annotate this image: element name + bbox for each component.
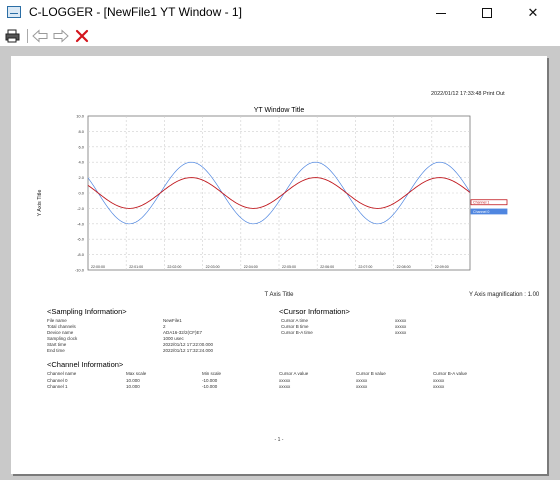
sampling-label-0: File name	[47, 318, 67, 323]
x-tick-label: 22:01:00	[129, 265, 143, 269]
y-tick-label: -6.0	[77, 237, 85, 242]
channel-header-max: Max scale	[126, 371, 147, 376]
sampling-label-5: End time	[47, 348, 65, 353]
cursor-value-1: xxxxx	[395, 324, 407, 329]
series-line-1	[87, 177, 471, 209]
y-tick-label: -8.0	[77, 252, 85, 257]
arrow-left-icon	[32, 29, 48, 43]
channel-row-1-cursor-a: xxxxx	[279, 384, 291, 389]
channel-row-0-min: -10.000	[202, 378, 218, 383]
channel-row-1-name: Channel 1	[47, 384, 68, 389]
channel-header-cursor-ba: Cursor B-A value	[433, 371, 468, 376]
x-tick-label: 22:06:00	[320, 265, 334, 269]
channel-row-1-min: -10.000	[202, 384, 218, 389]
cursor-info-title: <Cursor Information>	[279, 307, 350, 316]
x-tick-label: 22:02:00	[167, 265, 181, 269]
channel-row-0-cursor-ba: xxxxx	[433, 378, 445, 383]
x-tick-label: 22:08:00	[397, 265, 411, 269]
sampling-label-2: Device name	[47, 330, 74, 335]
y-tick-label: -2.0	[77, 206, 85, 211]
sampling-label-1: Total channels	[47, 324, 76, 329]
channel-header-cursor-b: Cursor B value	[356, 371, 386, 376]
sampling-info-title: <Sampling Information>	[47, 307, 127, 316]
toolbar	[0, 26, 560, 46]
maximize-icon	[482, 8, 492, 18]
x-tick-label: 22:03:00	[206, 265, 220, 269]
yt-chart: 10.0 8.0 6.0 4.0 2.0 0.0 -2.0 -4.0 -6.0 -8.0 -10.0…	[75, 114, 508, 273]
y-axis-magnification: Y Axis magnification : 1.00	[469, 292, 540, 298]
cursor-value-2: xxxxx	[395, 330, 407, 335]
x-tick-label: 22:04:00	[244, 265, 258, 269]
sampling-value-5: 2022/01/12 17:32:24.000	[163, 348, 214, 353]
channel-row-0-cursor-b: xxxxx	[356, 378, 368, 383]
channel-marker-label-1: Channel 0	[473, 210, 489, 214]
channel-row-1-max: 10.000	[126, 384, 140, 389]
x-tick-label: 22:09:00	[435, 265, 449, 269]
next-page-button[interactable]	[52, 28, 70, 44]
minimize-button[interactable]	[418, 0, 464, 26]
title-bar[interactable]: C-LOGGER - [NewFile1 YT Window - 1] ✕	[0, 0, 560, 26]
close-window-button[interactable]: ✕	[510, 0, 556, 26]
close-icon: ✕	[527, 5, 539, 20]
window-title: C-LOGGER - [NewFile1 YT Window - 1]	[29, 5, 242, 19]
cursor-label-2: Cursor B-A time	[281, 330, 313, 335]
y-tick-label: -4.0	[77, 221, 85, 226]
print-button[interactable]	[3, 28, 21, 44]
cursor-label-0: Cursor A time	[281, 318, 309, 323]
y-tick-label: -10.0	[75, 268, 85, 273]
x-tick-label: 22:07:00	[358, 265, 372, 269]
app-logo-icon	[7, 6, 21, 18]
sampling-label-3: Sampling clock	[47, 336, 78, 341]
channel-header-name: Channel name	[47, 371, 77, 376]
y-tick-label: 6.0	[78, 144, 84, 149]
channel-marker-0	[470, 199, 508, 206]
y-tick-label: 8.0	[78, 129, 84, 134]
minimize-icon	[436, 12, 446, 14]
cursor-value-0: xxxxx	[395, 318, 407, 323]
x-tick-label: 22:05:00	[282, 265, 296, 269]
sampling-value-2: ADA16-32/2(CF)E7	[163, 330, 203, 335]
channel-row-1-cursor-ba: xxxxx	[433, 384, 445, 389]
chart-title: YT Window Title	[253, 107, 305, 114]
channel-marker-label-0: Channel 1	[473, 201, 489, 205]
y-tick-label: 0.0	[78, 191, 84, 196]
y-tick-label: 4.0	[78, 160, 84, 165]
sampling-label-4: Start time	[47, 342, 67, 347]
red-x-icon	[75, 29, 89, 43]
page-number: - 1 -	[274, 437, 284, 443]
channel-row-0-max: 10.000	[126, 378, 140, 383]
print-preview-area[interactable]: 2022/01/12 17:33:48 Print Out YT Window …	[0, 46, 560, 480]
sampling-value-0: NewFile1	[163, 318, 182, 323]
series-line-0	[87, 161, 471, 225]
y-tick-label: 10.0	[76, 114, 85, 119]
x-tick-label: 22:00:00	[91, 265, 105, 269]
close-preview-button[interactable]	[73, 28, 91, 44]
sampling-value-1: 2	[163, 324, 166, 329]
x-axis-title: T Axis Title	[264, 292, 294, 298]
cursor-label-1: Cursor B time	[281, 324, 309, 329]
channel-header-min: Min scale	[202, 371, 222, 376]
y-tick-label: 2.0	[78, 175, 84, 180]
channel-row-1-cursor-b: xxxxx	[356, 384, 368, 389]
printer-icon	[5, 29, 19, 43]
channel-marker-1	[470, 208, 508, 215]
previous-page-button[interactable]	[31, 28, 49, 44]
channel-info-title: <Channel Information>	[47, 360, 124, 369]
sampling-value-3: 1000 usec	[163, 336, 184, 341]
channel-header-cursor-a: Cursor A value	[279, 371, 309, 376]
channel-row-0-cursor-a: xxxxx	[279, 378, 291, 383]
arrow-right-icon	[53, 29, 69, 43]
toolbar-separator	[27, 29, 28, 43]
sampling-value-4: 2022/01/12 17:22:00.000	[163, 342, 214, 347]
print-date: 2022/01/12 17:33:48 Print Out	[431, 91, 505, 97]
maximize-button[interactable]	[464, 0, 510, 26]
print-page: 2022/01/12 17:33:48 Print Out YT Window …	[11, 56, 547, 474]
channel-row-0-name: Channel 0	[47, 378, 68, 383]
